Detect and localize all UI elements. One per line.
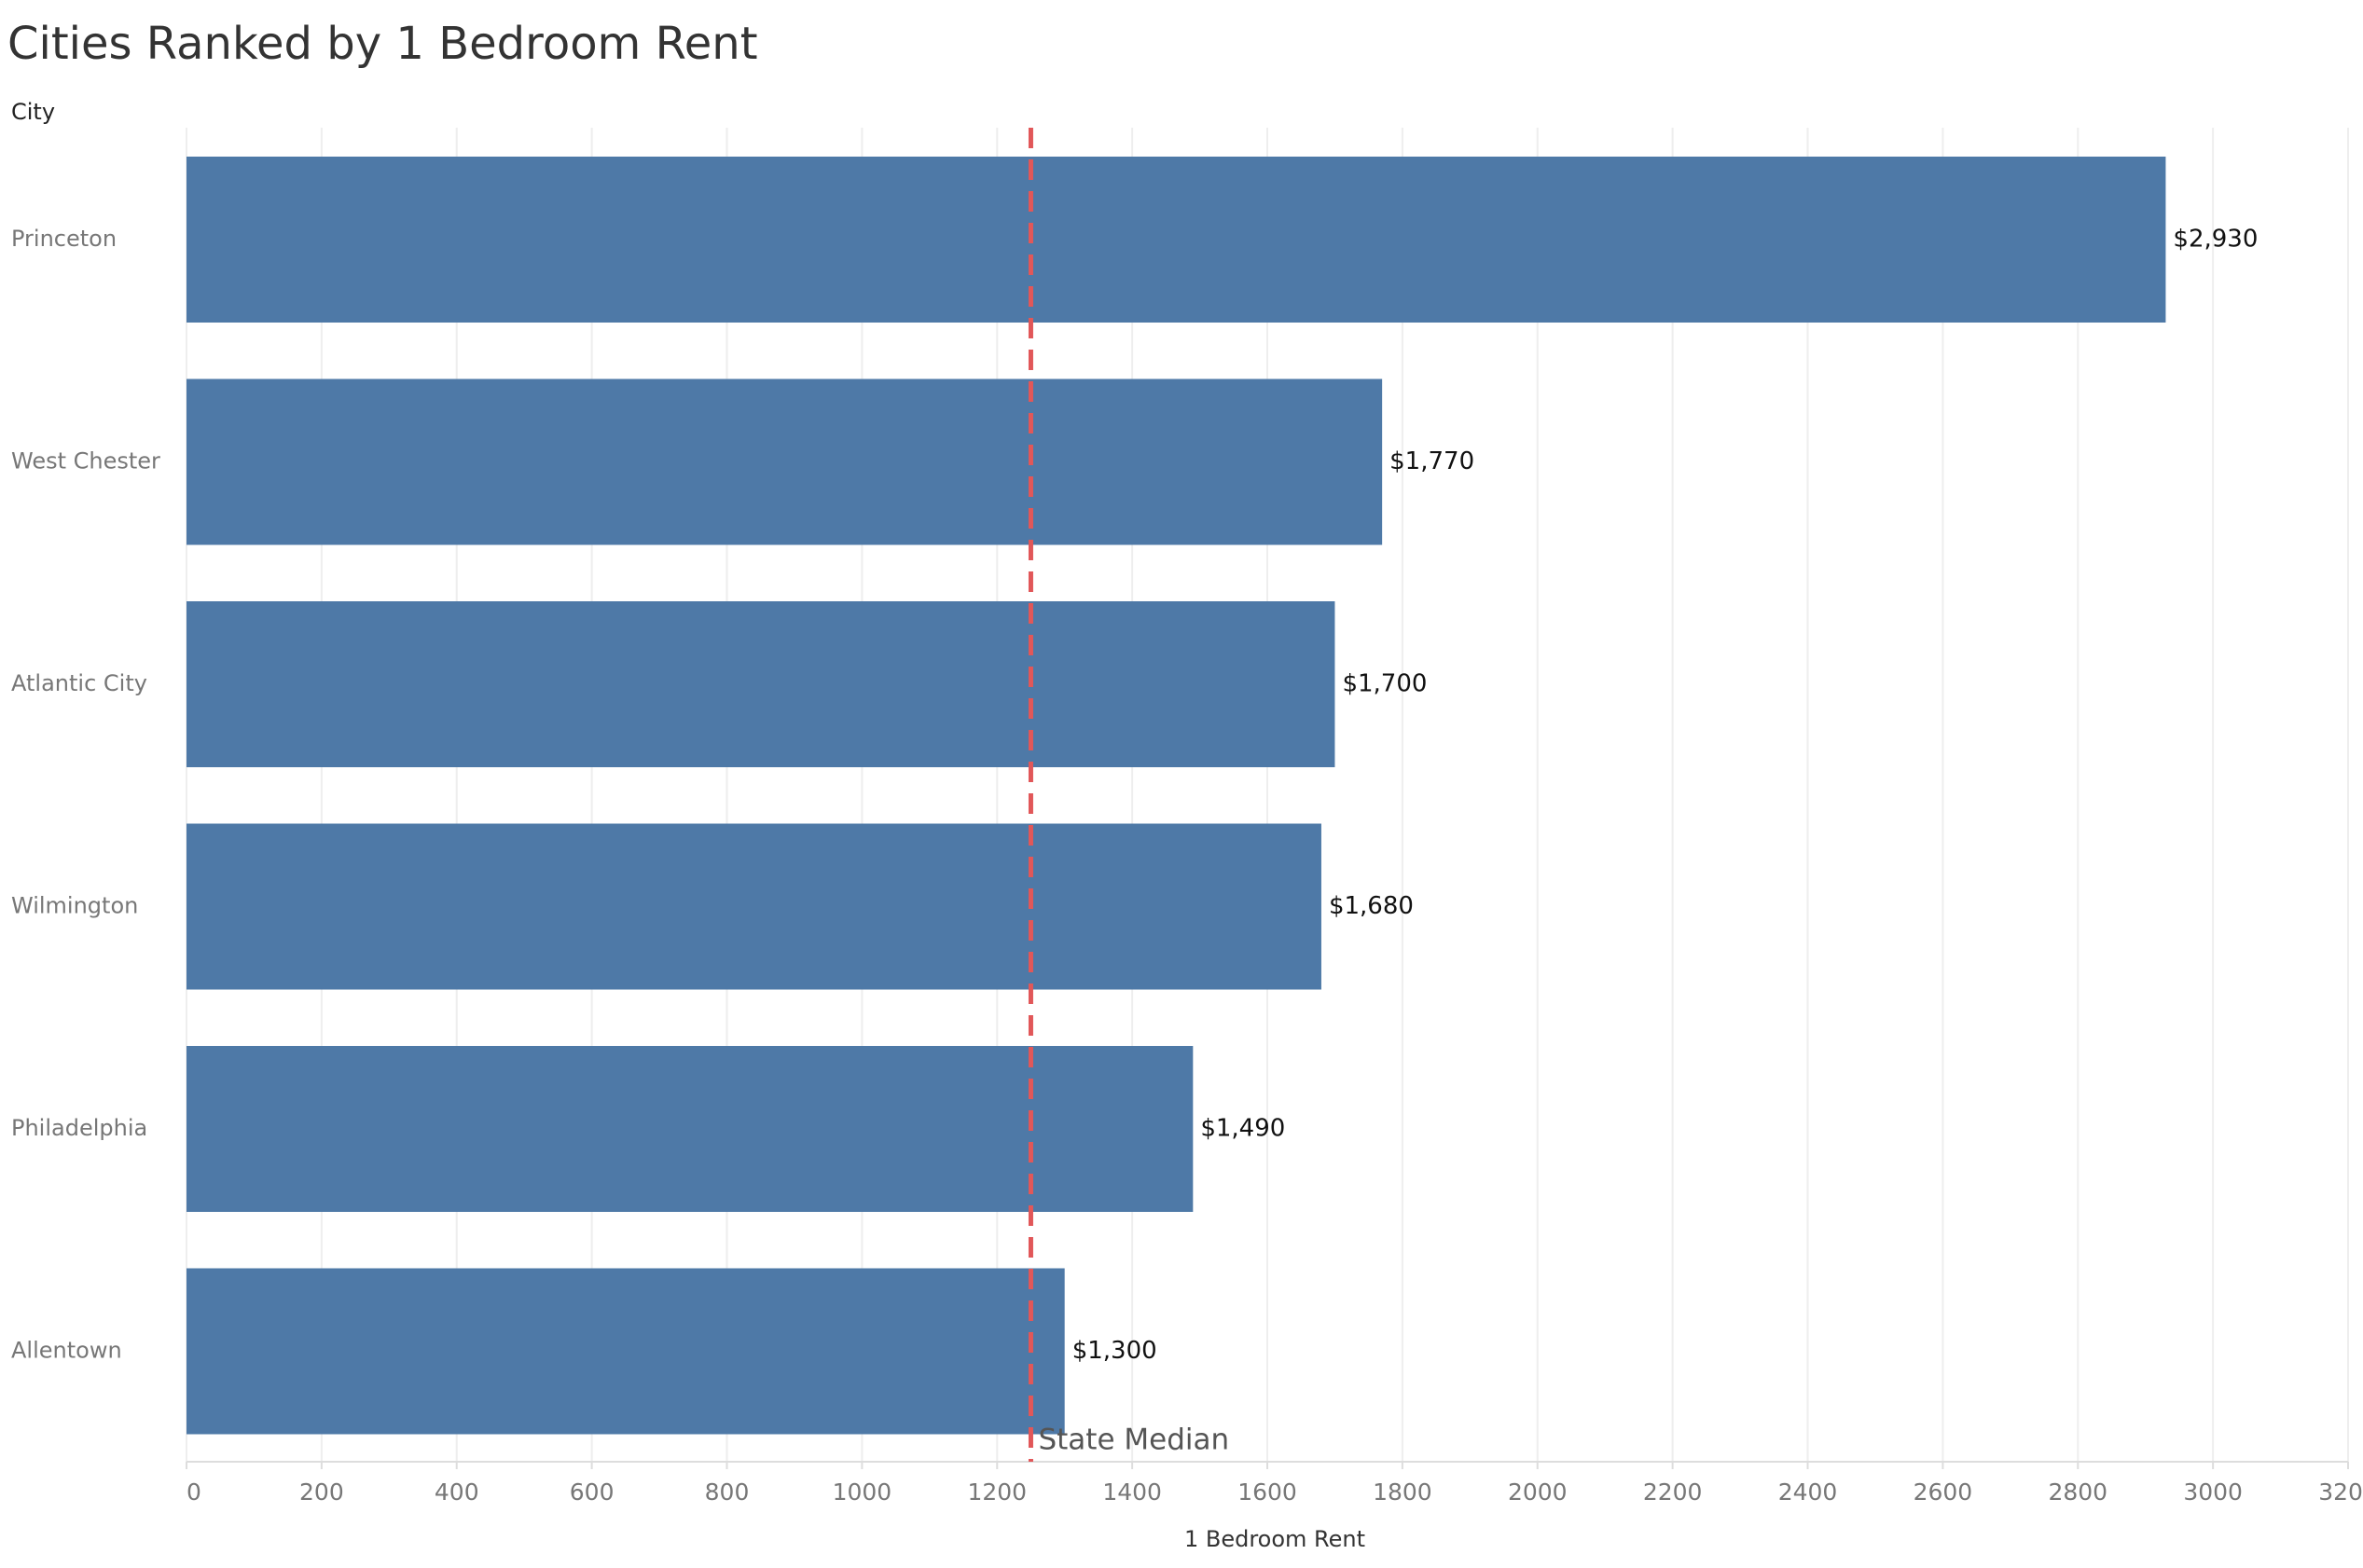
bar — [187, 157, 2166, 323]
x-tick-label: 2400 — [1778, 1479, 1838, 1506]
bar — [187, 823, 1321, 990]
x-tick-label: 1800 — [1373, 1479, 1432, 1506]
value-label: $1,680 — [1329, 892, 1414, 920]
x-tick-label: 3200 — [2318, 1479, 2363, 1506]
y-tick-label: Wilmington — [11, 893, 138, 919]
y-tick-label: Princeton — [11, 226, 117, 252]
x-tick-label: 1400 — [1102, 1479, 1162, 1506]
bar — [187, 601, 1335, 767]
bar — [187, 1268, 1065, 1435]
x-axis-title: 1 Bedroom Rent — [1184, 1526, 1365, 1552]
value-label: $1,700 — [1342, 670, 1427, 698]
x-tick-label: 600 — [570, 1479, 615, 1506]
value-label: $1,770 — [1389, 447, 1474, 475]
x-tick-label: 1000 — [833, 1479, 892, 1506]
category-axis-title: City — [11, 99, 55, 125]
x-tick-label: 0 — [187, 1479, 201, 1506]
x-tick-label: 800 — [705, 1479, 750, 1506]
x-tick-label: 2600 — [1914, 1479, 1973, 1506]
x-tick-label: 2800 — [2048, 1479, 2107, 1506]
x-tick-label: 1200 — [967, 1479, 1027, 1506]
chart-title: Cities Ranked by 1 Bedroom Rent — [7, 18, 758, 70]
x-tick-label: 400 — [435, 1479, 479, 1506]
x-tick-label: 200 — [299, 1479, 344, 1506]
x-tick-label: 2000 — [1508, 1479, 1568, 1506]
value-label: $2,930 — [2173, 226, 2258, 254]
y-tick-label: West Chester — [11, 448, 160, 475]
bar — [187, 1046, 1194, 1212]
x-tick-label: 1600 — [1237, 1479, 1297, 1506]
value-label: $1,490 — [1200, 1115, 1285, 1143]
x-tick-label: 2200 — [1643, 1479, 1703, 1506]
x-tick-label: 3000 — [2183, 1479, 2243, 1506]
y-tick-label: Philadelphia — [11, 1115, 147, 1141]
bar — [187, 378, 1383, 545]
value-label: $1,300 — [1072, 1337, 1157, 1365]
reference-label: State Median — [1038, 1424, 1229, 1457]
y-tick-label: Atlantic City — [11, 670, 147, 696]
y-tick-label: Allentown — [11, 1338, 122, 1364]
